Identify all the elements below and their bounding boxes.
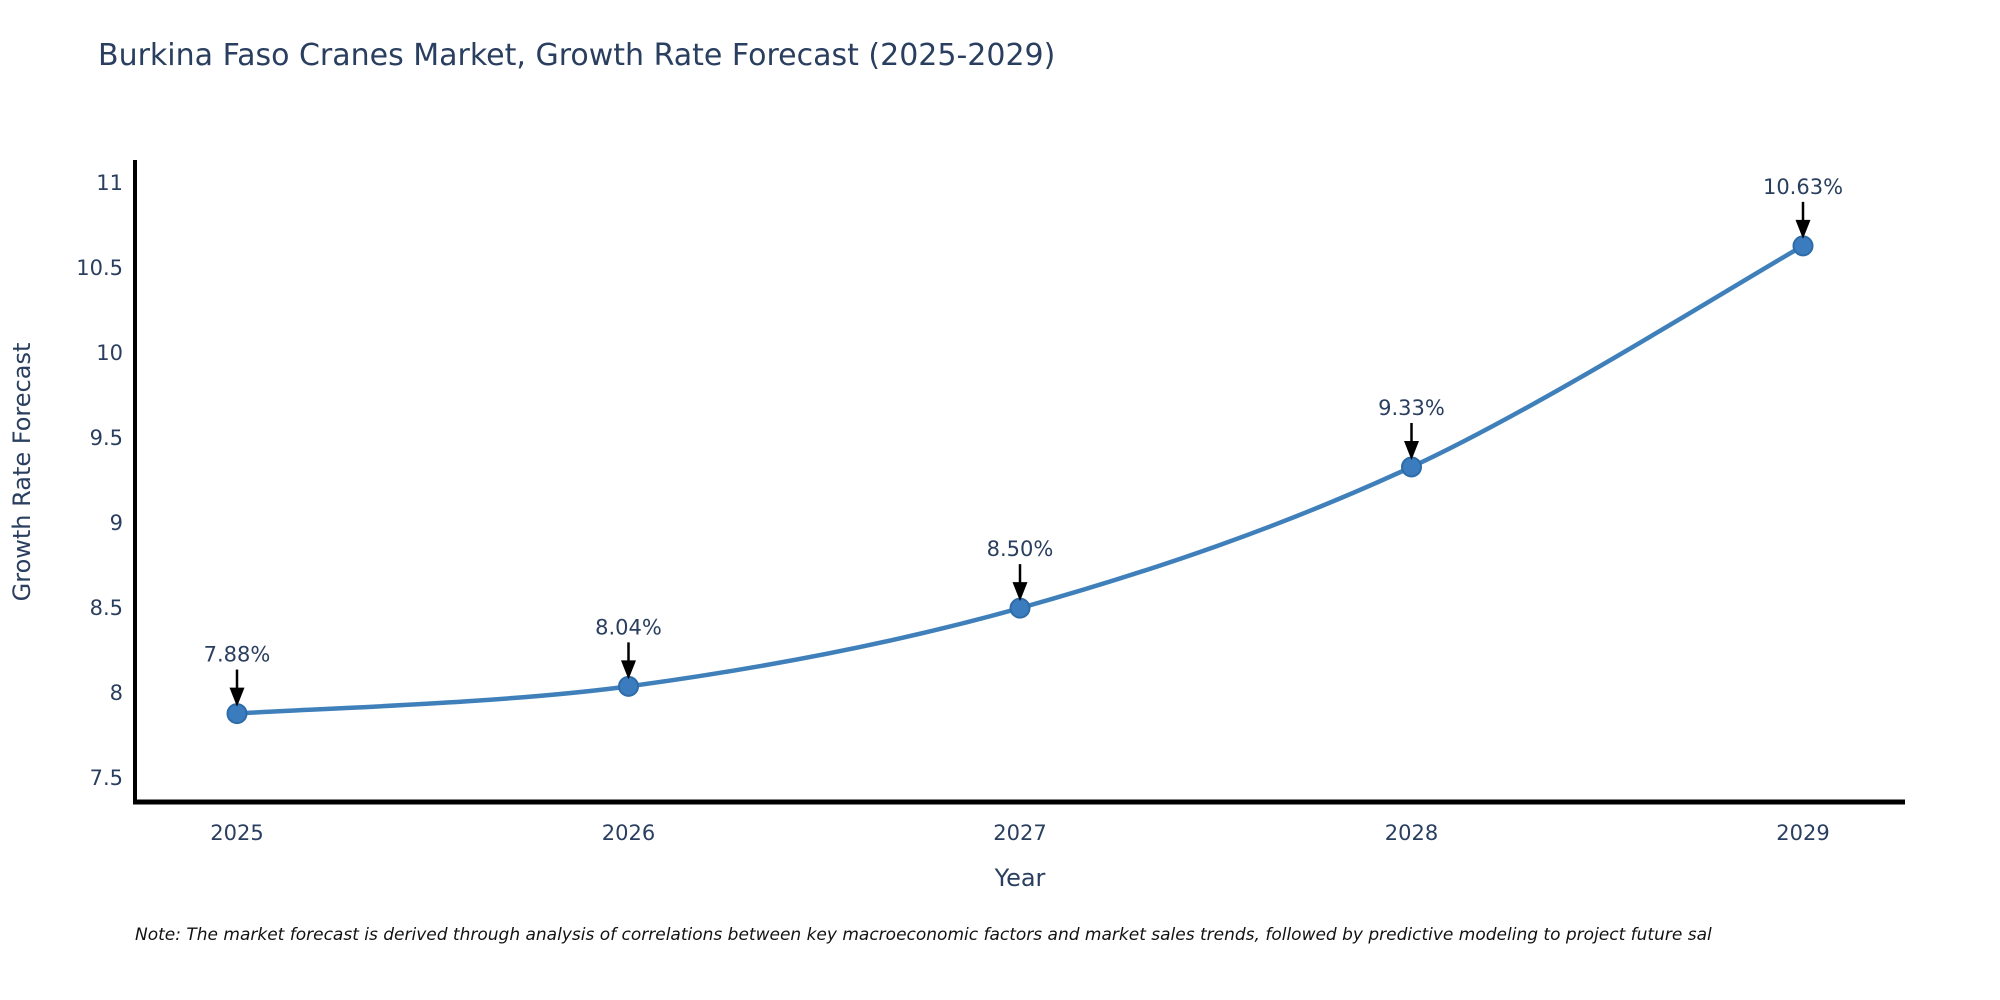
y-tick-label: 9.5: [90, 426, 123, 450]
footnote: Note: The market forecast is derived thr…: [135, 925, 1712, 945]
y-tick-label: 8.5: [90, 596, 123, 620]
annotation-arrowhead-icon: [621, 660, 636, 680]
data-point-value-label: 7.88%: [204, 643, 271, 667]
y-tick-label: 11: [96, 171, 123, 195]
y-axis-title: Growth Rate Forecast: [8, 343, 36, 602]
y-tick-label: 7.5: [90, 766, 123, 790]
y-tick-label: 9: [110, 511, 123, 535]
annotation-arrowhead-icon: [1404, 440, 1419, 460]
data-point-value-label: 8.04%: [595, 615, 662, 639]
data-point-value-label: 8.50%: [987, 537, 1054, 561]
forecast-line: [234, 243, 1806, 716]
data-point-marker[interactable]: [618, 675, 639, 697]
x-axis-title: Year: [994, 864, 1046, 892]
data-point-value-label: 9.33%: [1378, 396, 1445, 420]
data-point-marker[interactable]: [1009, 597, 1031, 619]
annotation-arrowhead-icon: [229, 687, 245, 707]
data-point-marker[interactable]: [1401, 456, 1422, 478]
x-tick-label: 2027: [993, 821, 1046, 845]
annotation-arrowhead-icon: [1012, 582, 1028, 602]
x-tick-label: 2025: [210, 821, 263, 845]
data-point-marker[interactable]: [226, 703, 248, 725]
annotation-arrowhead-icon: [1795, 219, 1811, 239]
x-tick-label: 2026: [602, 821, 655, 845]
plot-area: 7.5 8 8.5 9 9.5 10 10.5 11 2025 2026 2027 2028 2029 7…: [76, 160, 1905, 845]
data-point-marker[interactable]: [1792, 235, 1814, 257]
data-point-value-label: 10.63%: [1763, 175, 1843, 199]
y-tick-label: 10.5: [76, 256, 123, 280]
y-tick-label: 8: [110, 681, 123, 705]
y-tick-label: 10: [96, 341, 123, 365]
x-tick-label: 2028: [1385, 821, 1438, 845]
chart-title: Burkina Faso Cranes Market, Growth Rate …: [98, 38, 1055, 73]
x-tick-label: 2029: [1776, 821, 1829, 845]
